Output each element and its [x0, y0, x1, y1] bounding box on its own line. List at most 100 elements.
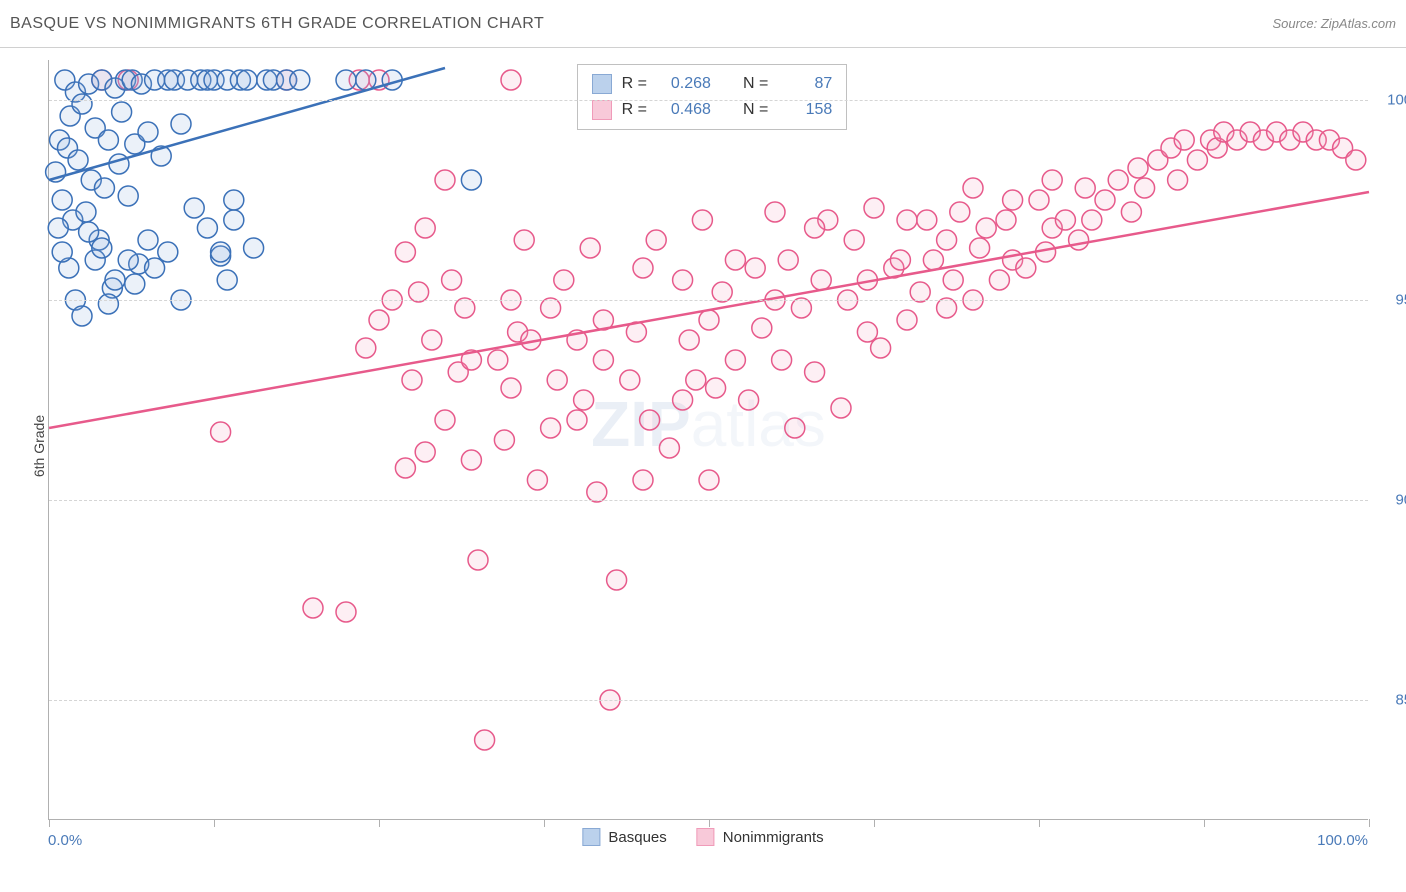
data-point: [633, 470, 653, 490]
data-point: [72, 94, 92, 114]
legend-item-basques: Basques: [582, 828, 666, 846]
data-point: [937, 230, 957, 250]
data-point: [673, 390, 693, 410]
data-point: [574, 390, 594, 410]
data-point: [640, 410, 660, 430]
data-point: [52, 190, 72, 210]
data-point: [976, 218, 996, 238]
data-point: [118, 250, 138, 270]
gridline: [49, 500, 1368, 501]
stats-legend: R =0.268N =87R =0.468N =158: [577, 64, 848, 130]
data-point: [593, 350, 613, 370]
gridline: [49, 700, 1368, 701]
data-point: [659, 438, 679, 458]
data-point: [712, 282, 732, 302]
data-point: [989, 270, 1009, 290]
data-point: [1095, 190, 1115, 210]
data-point: [811, 270, 831, 290]
data-point: [369, 310, 389, 330]
data-point: [68, 150, 88, 170]
series-legend: Basques Nonimmigrants: [582, 828, 823, 846]
chart-header: BASQUE VS NONIMMIGRANTS 6TH GRADE CORREL…: [0, 0, 1406, 48]
x-tick: [214, 819, 215, 827]
data-point: [679, 330, 699, 350]
gridline: [49, 300, 1368, 301]
chart-title: BASQUE VS NONIMMIGRANTS 6TH GRADE CORREL…: [10, 15, 544, 33]
data-point: [1135, 178, 1155, 198]
x-tick: [1039, 819, 1040, 827]
data-point: [237, 70, 257, 90]
data-point: [72, 306, 92, 326]
data-point: [76, 202, 96, 222]
data-point: [890, 250, 910, 270]
stats-swatch: [592, 100, 612, 120]
data-point: [527, 470, 547, 490]
legend-label-basques: Basques: [608, 829, 666, 846]
data-point: [105, 270, 125, 290]
x-tick: [49, 819, 50, 827]
data-point: [336, 602, 356, 622]
data-point: [673, 270, 693, 290]
n-label: N =: [743, 71, 768, 97]
data-point: [587, 482, 607, 502]
data-point: [745, 258, 765, 278]
x-tick: [1204, 819, 1205, 827]
data-point: [620, 370, 640, 390]
r-value: 0.268: [657, 71, 711, 97]
data-point: [92, 238, 112, 258]
data-point: [831, 398, 851, 418]
data-point: [1174, 130, 1194, 150]
data-point: [1016, 258, 1036, 278]
data-point: [950, 202, 970, 222]
data-point: [541, 298, 561, 318]
data-point: [805, 362, 825, 382]
data-point: [1346, 150, 1366, 170]
data-point: [118, 186, 138, 206]
data-point: [607, 570, 627, 590]
data-point: [48, 218, 68, 238]
data-point: [138, 230, 158, 250]
data-point: [395, 458, 415, 478]
data-point: [943, 270, 963, 290]
data-point: [778, 250, 798, 270]
n-value: 87: [778, 71, 832, 97]
data-point: [290, 70, 310, 90]
data-point: [699, 470, 719, 490]
data-point: [356, 70, 376, 90]
y-tick-label: 100.0%: [1378, 92, 1406, 109]
data-point: [211, 242, 231, 262]
data-point: [752, 318, 772, 338]
data-point: [937, 298, 957, 318]
data-point: [184, 198, 204, 218]
data-point: [739, 390, 759, 410]
data-point: [692, 210, 712, 230]
x-tick: [544, 819, 545, 827]
data-point: [1121, 202, 1141, 222]
scatter-svg: [49, 60, 1368, 819]
data-point: [422, 330, 442, 350]
data-point: [897, 310, 917, 330]
legend-item-nonimmigrants: Nonimmigrants: [697, 828, 824, 846]
data-point: [547, 370, 567, 390]
data-point: [217, 270, 237, 290]
data-point: [94, 178, 114, 198]
data-point: [244, 238, 264, 258]
data-point: [138, 122, 158, 142]
swatch-basques: [582, 828, 600, 846]
data-point: [646, 230, 666, 250]
swatch-nonimmigrants: [697, 828, 715, 846]
data-point: [996, 210, 1016, 230]
data-point: [303, 598, 323, 618]
data-point: [1108, 170, 1128, 190]
data-point: [1042, 170, 1062, 190]
data-point: [1128, 158, 1148, 178]
data-point: [415, 218, 435, 238]
data-point: [857, 322, 877, 342]
data-point: [725, 350, 745, 370]
data-point: [125, 274, 145, 294]
data-point: [211, 422, 231, 442]
data-point: [395, 242, 415, 262]
data-point: [706, 378, 726, 398]
data-point: [686, 370, 706, 390]
data-point: [455, 298, 475, 318]
